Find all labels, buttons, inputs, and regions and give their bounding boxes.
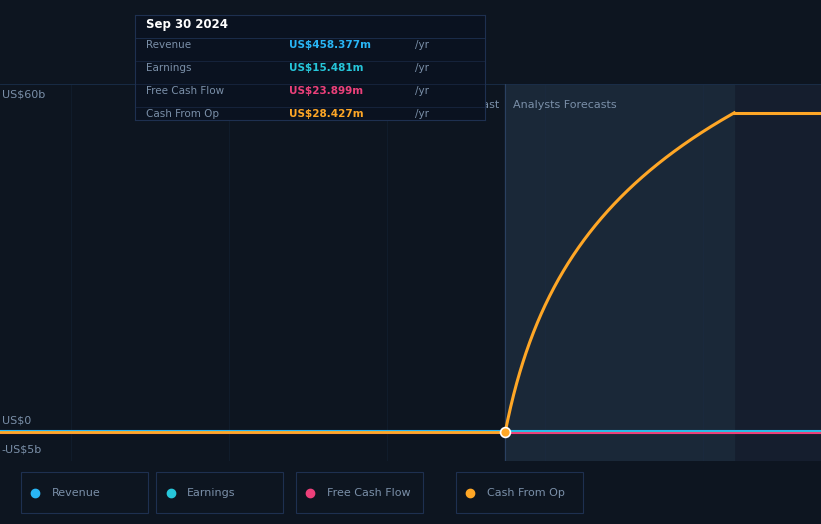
Text: Revenue: Revenue bbox=[52, 487, 100, 498]
Text: US$23.899m: US$23.899m bbox=[289, 86, 363, 96]
Text: Cash From Op: Cash From Op bbox=[487, 487, 565, 498]
Text: Free Cash Flow: Free Cash Flow bbox=[327, 487, 410, 498]
Bar bbox=[505, 84, 821, 461]
Text: Free Cash Flow: Free Cash Flow bbox=[145, 86, 223, 96]
Text: /yr: /yr bbox=[415, 110, 429, 119]
Text: /yr: /yr bbox=[415, 63, 429, 73]
Bar bbox=[296, 473, 423, 512]
Text: US$28.427m: US$28.427m bbox=[289, 110, 364, 119]
Text: US$0: US$0 bbox=[2, 415, 31, 425]
Text: /yr: /yr bbox=[415, 40, 429, 50]
Bar bbox=[156, 473, 283, 512]
Text: /yr: /yr bbox=[415, 86, 429, 96]
Text: Earnings: Earnings bbox=[187, 487, 236, 498]
Text: Cash From Op: Cash From Op bbox=[145, 110, 218, 119]
Text: Sep 30 2024: Sep 30 2024 bbox=[145, 18, 227, 31]
Bar bbox=[456, 473, 583, 512]
Bar bbox=[505, 84, 734, 461]
Text: Analysts Forecasts: Analysts Forecasts bbox=[513, 100, 617, 110]
Text: US$60b: US$60b bbox=[2, 89, 45, 99]
Text: US$15.481m: US$15.481m bbox=[289, 63, 364, 73]
Text: -US$5b: -US$5b bbox=[2, 444, 42, 454]
Text: Past: Past bbox=[477, 100, 501, 110]
Point bbox=[498, 428, 511, 436]
Text: US$458.377m: US$458.377m bbox=[289, 40, 371, 50]
Text: Earnings: Earnings bbox=[145, 63, 191, 73]
Bar bbox=[21, 473, 148, 512]
Text: Revenue: Revenue bbox=[145, 40, 190, 50]
